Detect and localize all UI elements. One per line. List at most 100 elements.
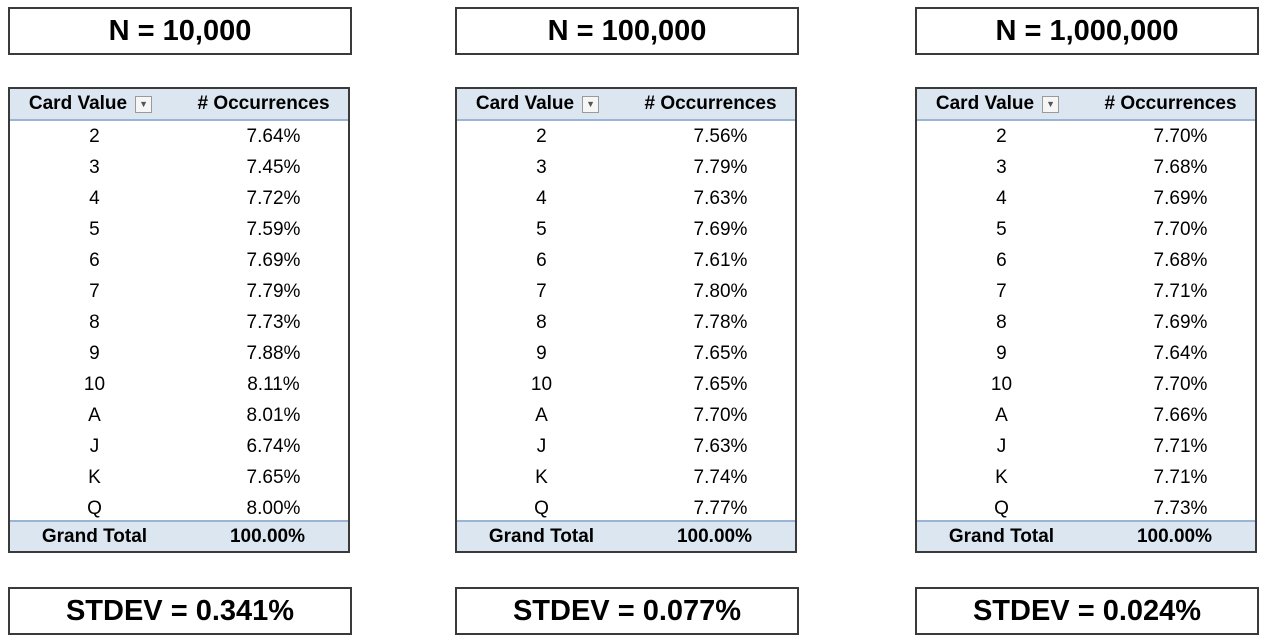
filter-dropdown-icon[interactable]: ▼ xyxy=(1042,95,1060,113)
table-row: J 7.63% xyxy=(457,431,795,462)
table-row: 9 7.65% xyxy=(457,338,795,369)
card-value-cell: 6 xyxy=(996,249,1007,271)
occurrence-pct-cell: 7.68% xyxy=(1153,156,1208,178)
pivot-rows: 2 7.56% 3 7.79% 4 7.63% 5 7.69% 6 7.61% 7 7.80% 8 7.7… xyxy=(457,121,795,524)
grand-total-row: Grand Total 100.00% xyxy=(457,520,795,551)
card-value-cell: 4 xyxy=(996,187,1007,209)
occurrence-pct-cell: 7.65% xyxy=(693,373,748,395)
card-value-cell: 2 xyxy=(89,125,100,147)
card-value-cell: 4 xyxy=(89,187,100,209)
card-value-cell: K xyxy=(995,466,1008,488)
table-row: K 7.74% xyxy=(457,462,795,493)
table-row: 2 7.70% xyxy=(917,121,1255,152)
table-row: 10 7.65% xyxy=(457,369,795,400)
card-value-cell: Q xyxy=(994,497,1009,519)
occurrence-pct-cell: 7.70% xyxy=(1153,218,1208,240)
table-row: 7 7.79% xyxy=(10,276,348,307)
occurrence-pct-cell: 7.63% xyxy=(693,187,748,209)
card-value-header-label: Card Value xyxy=(475,93,575,114)
occurrences-header: # Occurrences xyxy=(1104,93,1237,114)
occurrence-pct-cell: 7.70% xyxy=(693,404,748,426)
table-row: A 7.70% xyxy=(457,400,795,431)
card-value-cell: 3 xyxy=(536,156,547,178)
card-value-cell: 5 xyxy=(89,218,100,240)
table-row: 8 7.69% xyxy=(917,307,1255,338)
occurrence-pct-cell: 7.69% xyxy=(1153,311,1208,333)
grand-total-value: 100.00% xyxy=(676,525,752,547)
pivot-header-row: Card Value ▼ # Occurrences xyxy=(917,89,1255,121)
card-value-cell: 5 xyxy=(996,218,1007,240)
pivot-table: Card Value ▼ # Occurrences 2 7.56% 3 7.79% 4… xyxy=(455,87,797,553)
table-row: 4 7.72% xyxy=(10,183,348,214)
card-value-cell: 10 xyxy=(83,373,106,395)
table-row: Q 7.77% xyxy=(457,493,795,524)
occurrence-pct-cell: 8.00% xyxy=(246,497,301,519)
table-row: Q 7.73% xyxy=(917,493,1255,524)
card-value-cell: K xyxy=(88,466,101,488)
table-row: 7 7.80% xyxy=(457,276,795,307)
grand-total-value: 100.00% xyxy=(229,525,305,547)
grand-total-row: Grand Total 100.00% xyxy=(917,520,1255,551)
occurrence-pct-cell: 7.79% xyxy=(246,280,301,302)
card-value-cell: J xyxy=(536,435,547,457)
table-row: 5 7.69% xyxy=(457,214,795,245)
occurrence-pct-cell: 7.77% xyxy=(693,497,748,519)
card-value-header-label: Card Value xyxy=(28,93,128,114)
card-value-cell: A xyxy=(995,404,1008,426)
occurrence-pct-cell: 7.69% xyxy=(693,218,748,240)
filter-dropdown-icon[interactable]: ▼ xyxy=(582,95,600,113)
table-row: 6 7.61% xyxy=(457,245,795,276)
card-value-cell: 8 xyxy=(996,311,1007,333)
occurrence-pct-cell: 7.64% xyxy=(1153,342,1208,364)
occurrence-pct-cell: 7.79% xyxy=(693,156,748,178)
card-value-cell: Q xyxy=(87,497,102,519)
occurrence-pct-cell: 7.59% xyxy=(246,218,301,240)
occurrence-pct-cell: 7.63% xyxy=(693,435,748,457)
occurrence-pct-cell: 6.74% xyxy=(246,435,301,457)
occurrence-pct-cell: 7.74% xyxy=(693,466,748,488)
occurrence-pct-cell: 7.71% xyxy=(1153,466,1208,488)
stdev-box: STDEV = 0.077% xyxy=(455,587,799,635)
occurrence-pct-cell: 7.73% xyxy=(1153,497,1208,519)
occurrence-pct-cell: 7.65% xyxy=(246,466,301,488)
table-row: 9 7.64% xyxy=(917,338,1255,369)
card-value-header: Card Value ▼ xyxy=(10,93,179,115)
card-value-cell: 2 xyxy=(996,125,1007,147)
table-row: Q 8.00% xyxy=(10,493,348,524)
card-value-cell: 9 xyxy=(996,342,1007,364)
occurrence-pct-cell: 7.71% xyxy=(1153,280,1208,302)
occurrence-pct-cell: 7.71% xyxy=(1153,435,1208,457)
occurrence-pct-cell: 7.68% xyxy=(1153,249,1208,271)
table-row: A 8.01% xyxy=(10,400,348,431)
card-value-cell: 7 xyxy=(89,280,100,302)
table-row: 3 7.79% xyxy=(457,152,795,183)
table-row: 4 7.69% xyxy=(917,183,1255,214)
pivot-header-row: Card Value ▼ # Occurrences xyxy=(10,89,348,121)
occurrence-pct-cell: 7.80% xyxy=(693,280,748,302)
pivot-table: Card Value ▼ # Occurrences 2 7.70% 3 7.68% 4… xyxy=(915,87,1257,553)
table-row: 4 7.63% xyxy=(457,183,795,214)
card-value-cell: A xyxy=(88,404,101,426)
stdev-box: STDEV = 0.341% xyxy=(8,587,352,635)
grand-total-label: Grand Total xyxy=(948,525,1055,547)
pivot-table: Card Value ▼ # Occurrences 2 7.64% 3 7.45% 4… xyxy=(8,87,350,553)
card-value-cell: 7 xyxy=(536,280,547,302)
table-row: 10 8.11% xyxy=(10,369,348,400)
filter-dropdown-icon[interactable]: ▼ xyxy=(135,95,153,113)
table-row: J 6.74% xyxy=(10,431,348,462)
table-row: K 7.71% xyxy=(917,462,1255,493)
pivot-rows: 2 7.64% 3 7.45% 4 7.72% 5 7.59% 6 7.69% 7 7.79% 8 7.7… xyxy=(10,121,348,524)
occurrence-pct-cell: 7.70% xyxy=(1153,125,1208,147)
card-value-cell: 8 xyxy=(89,311,100,333)
card-value-cell: 4 xyxy=(536,187,547,209)
panel-title: N = 10,000 xyxy=(8,7,352,55)
panel-title: N = 100,000 xyxy=(455,7,799,55)
table-row: 6 7.68% xyxy=(917,245,1255,276)
table-row: 10 7.70% xyxy=(917,369,1255,400)
table-row: 5 7.70% xyxy=(917,214,1255,245)
card-value-cell: 8 xyxy=(536,311,547,333)
table-row: A 7.66% xyxy=(917,400,1255,431)
pivot-header-row: Card Value ▼ # Occurrences xyxy=(457,89,795,121)
card-value-cell: 3 xyxy=(89,156,100,178)
table-row: 2 7.64% xyxy=(10,121,348,152)
